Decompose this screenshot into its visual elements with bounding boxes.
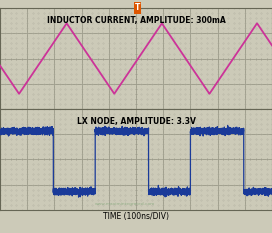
Text: www.maximintegrated.com: www.maximintegrated.com (95, 202, 156, 206)
Text: T: T (135, 3, 140, 13)
X-axis label: TIME (100ns/DIV): TIME (100ns/DIV) (103, 212, 169, 221)
Text: LX NODE, AMPLITUDE: 3.3V: LX NODE, AMPLITUDE: 3.3V (76, 116, 196, 126)
Text: INDUCTOR CURRENT, AMPLITUDE: 300mA: INDUCTOR CURRENT, AMPLITUDE: 300mA (47, 16, 225, 25)
